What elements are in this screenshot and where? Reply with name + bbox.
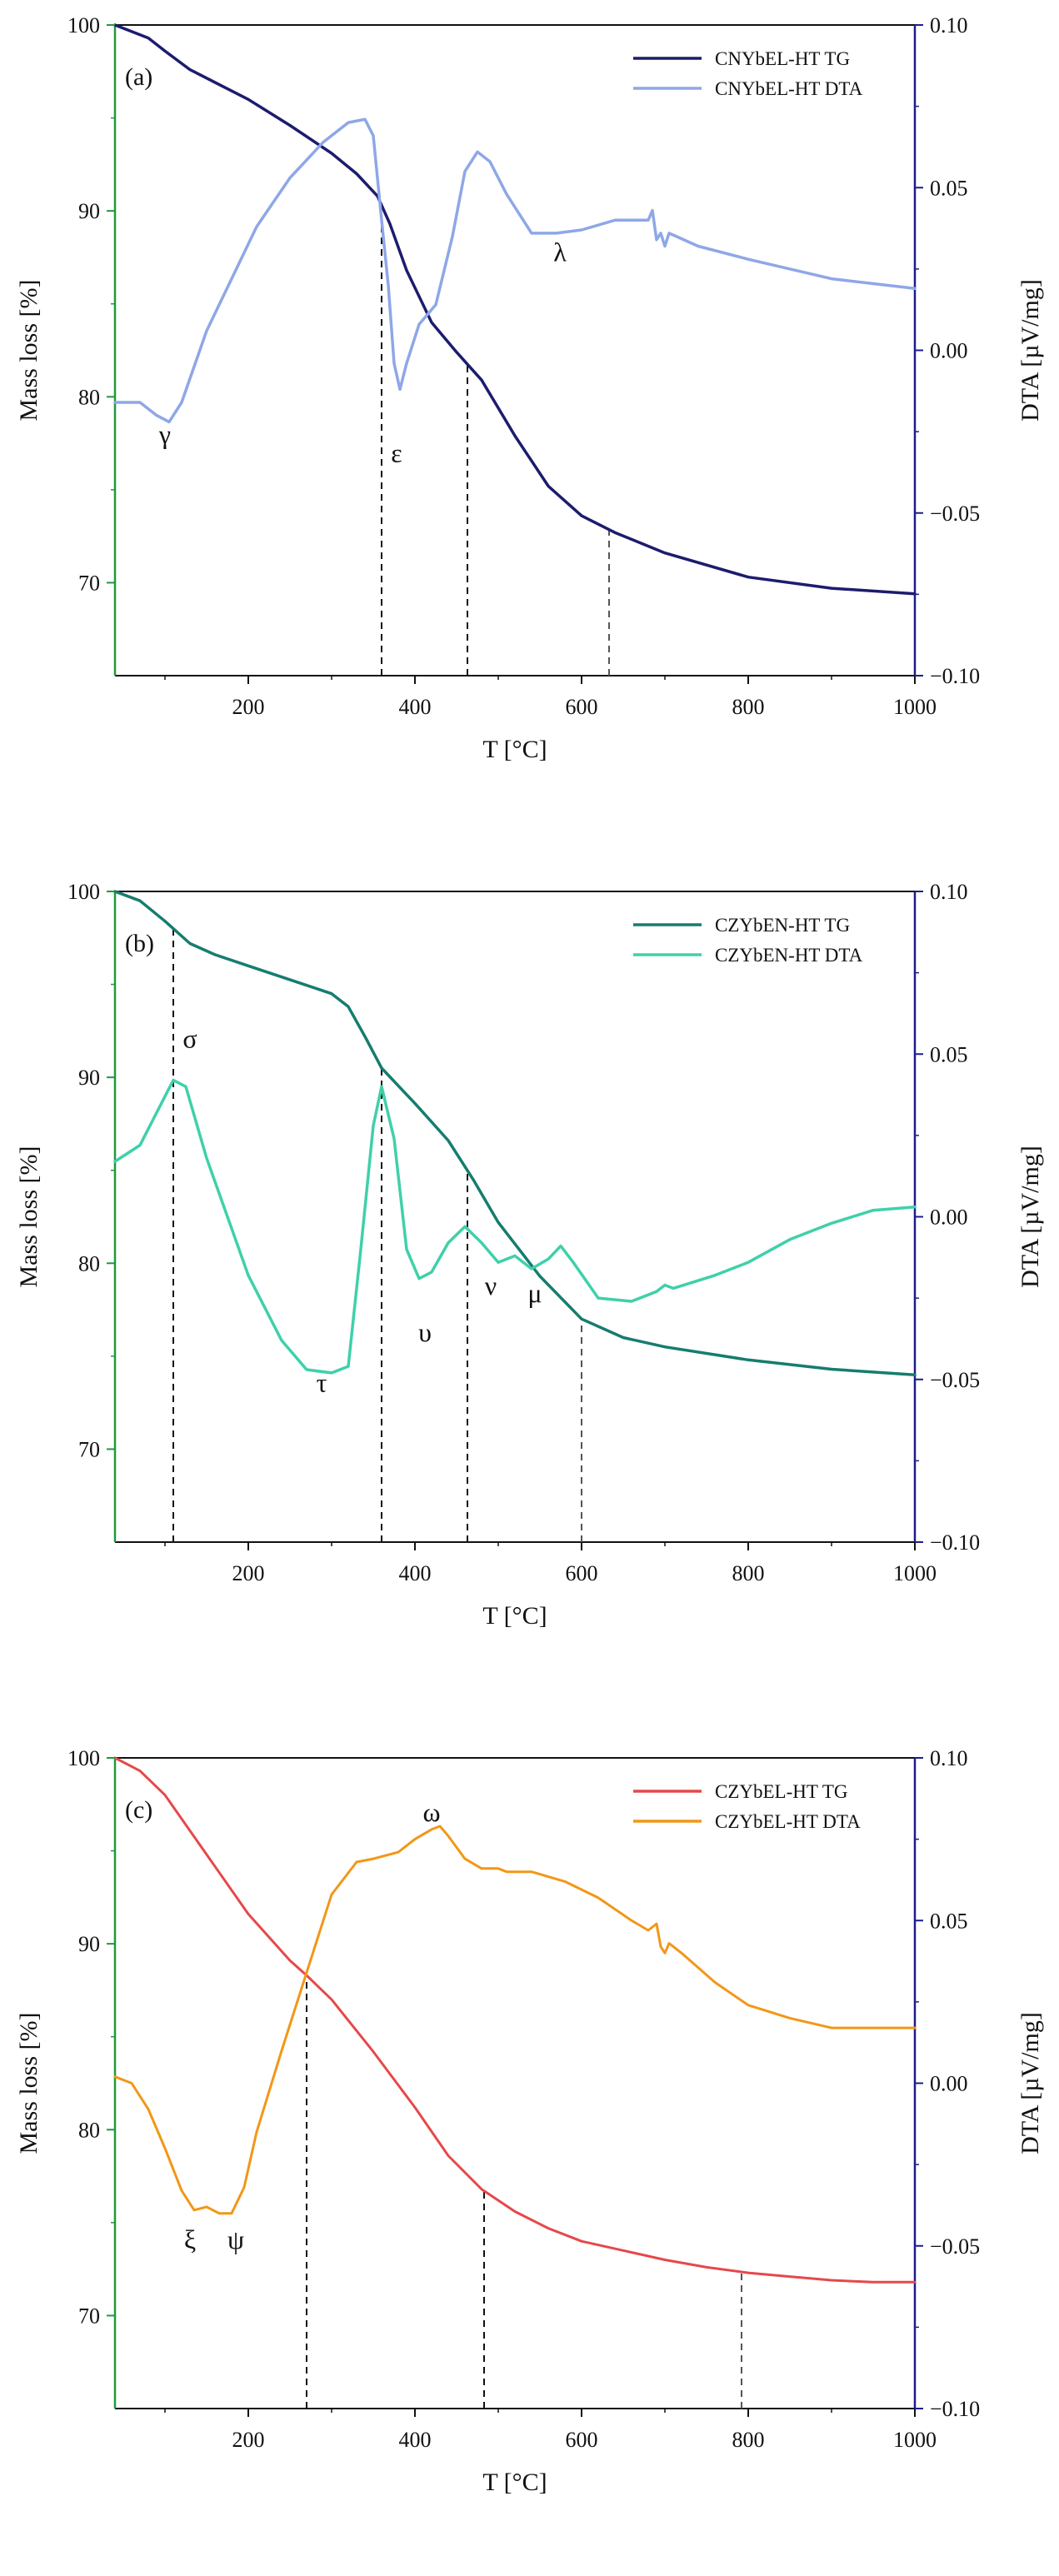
x-tick-label: 600	[566, 1561, 598, 1585]
left-tick-label: 100	[67, 880, 100, 904]
x-tick-label: 400	[399, 2428, 432, 2452]
panel-label: (a)	[125, 63, 152, 91]
series-line-dta	[113, 117, 917, 424]
annotation-label: γ	[158, 419, 171, 449]
chart-b: 200 400 600 800 1000 70 80 90 100 −0.10 −0.05 0.00 0…	[15, 880, 1044, 1630]
right-tick-label: 0.00	[930, 2072, 968, 2096]
right-tick-label: 0.05	[930, 176, 968, 200]
legend-label: CNYbEL-HT DTA	[715, 78, 863, 99]
x-tick-label: 1000	[893, 1561, 937, 1585]
annotation-label: ξ	[184, 2224, 196, 2254]
x-tick-label: 1000	[893, 2428, 937, 2452]
right-tick-label: −0.10	[930, 664, 980, 688]
x-tick-label: 800	[732, 695, 765, 719]
left-tick-label: 70	[78, 2304, 100, 2328]
legend-label: CZYbEL-HT TG	[715, 1781, 848, 1802]
x-tick-label: 400	[399, 695, 432, 719]
legend-label: CNYbEL-HT TG	[715, 48, 850, 69]
x-tick-label: 1000	[893, 695, 937, 719]
left-tick-label: 90	[78, 199, 100, 223]
right-tick-label: 0.00	[930, 339, 968, 363]
annotation-label: τ	[317, 1367, 327, 1397]
annotation-label: ψ	[227, 2224, 244, 2254]
x-tick-label: 800	[732, 2428, 765, 2452]
right-tick-label: −0.10	[930, 2397, 980, 2421]
legend-label: CZYbEN-HT TG	[715, 915, 850, 936]
annotation-label: υ	[418, 1317, 432, 1347]
series-line-dta	[113, 1078, 917, 1375]
right-tick-label: 0.05	[930, 1909, 968, 1933]
right-tick-label: 0.10	[930, 13, 968, 37]
left-axis-title: Mass loss [%]	[15, 280, 42, 422]
annotation-label: ε	[391, 437, 402, 467]
annotation-label: λ	[553, 237, 567, 267]
left-axis-title: Mass loss [%]	[15, 2013, 42, 2154]
chart-panel-a: 200 400 600 800 1000 70 80 90 100 −0.10 −0.05 0.00 0…	[0, 0, 1059, 833]
x-tick-label: 800	[732, 1561, 765, 1585]
panel-label: (b)	[125, 930, 154, 957]
series-line-dta	[113, 1825, 917, 2215]
x-tick-label: 600	[566, 2428, 598, 2452]
left-tick-label: 90	[78, 1066, 100, 1090]
annotation-label: ω	[422, 1797, 440, 1827]
x-tick-label: 600	[566, 695, 598, 719]
right-axis-title: DTA [µV/mg]	[1017, 2012, 1044, 2154]
left-tick-label: 80	[78, 385, 100, 409]
x-tick-label: 400	[399, 1561, 432, 1585]
right-tick-label: −0.05	[930, 1368, 980, 1392]
series-line-tg	[113, 1756, 917, 2284]
chart-panel-c: 200 400 600 800 1000 70 80 90 100 −0.10 −0.05 0.00 0…	[0, 1733, 1059, 2566]
left-tick-label: 80	[78, 2118, 100, 2142]
series-line-tg	[113, 23, 917, 596]
right-axis-title: DTA [µV/mg]	[1017, 1146, 1044, 1288]
legend-label: CZYbEL-HT DTA	[715, 1811, 861, 1832]
left-tick-label: 90	[78, 1932, 100, 1956]
left-tick-label: 100	[67, 1746, 100, 1770]
x-axis-title: T [°C]	[482, 1602, 547, 1630]
right-tick-label: 0.10	[930, 880, 968, 904]
annotation-label: ν	[485, 1271, 497, 1300]
annotation-label: μ	[527, 1278, 542, 1308]
chart-c: 200 400 600 800 1000 70 80 90 100 −0.10 −0.05 0.00 0…	[15, 1746, 1044, 2496]
right-axis-title: DTA [µV/mg]	[1017, 279, 1044, 422]
left-tick-label: 100	[67, 13, 100, 37]
x-tick-label: 200	[232, 2428, 265, 2452]
panel-label: (c)	[125, 1796, 152, 1824]
right-tick-label: 0.00	[930, 1206, 968, 1230]
legend-label: CZYbEN-HT DTA	[715, 945, 863, 966]
chart-panel-b: 200 400 600 800 1000 70 80 90 100 −0.10 −0.05 0.00 0…	[0, 866, 1059, 1700]
annotation-label: σ	[182, 1023, 197, 1053]
left-tick-label: 70	[78, 571, 100, 595]
x-tick-label: 200	[232, 1561, 265, 1585]
chart-a: 200 400 600 800 1000 70 80 90 100 −0.10 −0.05 0.00 0…	[15, 13, 1044, 763]
x-axis-title: T [°C]	[482, 2469, 547, 2496]
x-axis-title: T [°C]	[482, 736, 547, 763]
right-tick-label: −0.10	[930, 1530, 980, 1555]
left-axis-title: Mass loss [%]	[15, 1146, 42, 1288]
left-tick-label: 80	[78, 1251, 100, 1276]
right-tick-label: 0.05	[930, 1042, 968, 1066]
right-tick-label: −0.05	[930, 2234, 980, 2259]
x-tick-label: 200	[232, 695, 265, 719]
right-tick-label: −0.05	[930, 502, 980, 526]
left-tick-label: 70	[78, 1437, 100, 1461]
series-line-tg	[113, 890, 917, 1376]
right-tick-label: 0.10	[930, 1746, 968, 1770]
